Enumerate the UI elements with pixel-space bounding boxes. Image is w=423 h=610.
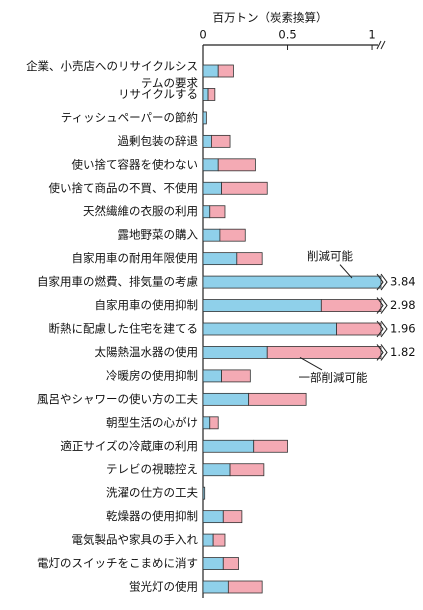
legend-label: 一部削減可能 [299,370,368,384]
bar [219,228,246,242]
bar [202,533,214,547]
bar [212,533,226,547]
bar [227,580,263,594]
bar [202,463,231,477]
bar [202,557,224,570]
bar [217,158,256,172]
bar [202,322,337,336]
bar [221,181,268,195]
bar [202,510,224,524]
leader-line [339,264,353,279]
bar [202,439,255,453]
total-label: 1.82 [390,345,416,359]
bar [202,486,206,500]
total-label: 1.96 [390,322,416,336]
bar [221,369,251,383]
bar [202,88,209,101]
bar [222,510,243,524]
bar [202,580,229,594]
bar [336,322,382,336]
bar-break [376,297,388,314]
y-tick-label: 電灯のスイッチをこまめに消す [37,556,198,570]
bar-break [376,344,388,361]
bar [248,392,307,406]
bar [202,228,221,242]
bar [229,463,265,477]
bar [222,557,239,570]
bar-break [376,320,388,338]
y-tick-label: 自家用車の燃費、排気量の考慮 [37,275,198,289]
y-tick-label: 冷暖房の使用抑制 [106,368,198,382]
bar [202,416,211,430]
y-tick-label: ティッシュペーパーの節約 [61,110,198,124]
y-tick-label: 自家用車の使用抑制 [95,298,199,312]
bar [253,439,288,453]
y-tick-label: 電気製品や家具の手入れ [72,533,199,547]
bar [207,88,216,101]
bar [202,369,222,383]
bar [209,416,219,430]
axis-title: 百万トン（炭素換算） [213,11,328,25]
y-tick-label: 適正サイズの冷蔵庫の利用 [60,439,198,453]
legend-label: 削減可能 [307,249,353,263]
y-tick-label: 洗濯の仕方の工夫 [106,486,198,500]
bar [202,158,219,172]
bar-break [376,273,388,291]
bar [217,64,234,78]
y-tick-label: 風呂やシャワーの使い方の工夫 [37,392,198,406]
x-tick-label: 0 [199,28,206,42]
bar [202,64,219,78]
leader-line [299,357,323,371]
bar [202,392,250,406]
total-label: 2.98 [390,298,416,312]
x-tick-label: 0.5 [278,28,296,42]
bar [202,134,212,148]
y-tick-label: 過剰包装の辞退 [118,134,199,148]
bar [202,111,207,125]
bar [236,252,263,266]
bar [209,205,226,219]
bar [202,346,268,359]
y-tick-label: 乾燥器の使用抑制 [106,509,198,523]
y-tick-label: 使い捨て商品の不買、不使用 [49,181,199,195]
bar [202,205,211,219]
axis-break [376,40,386,50]
y-tick-label: リサイクルする [118,87,198,101]
y-tick-label: 蛍光灯の使用 [129,580,198,594]
bar [202,275,382,289]
y-tick-label: 使い捨て容器を使わない [72,157,199,171]
y-tick-label: 企業、小売店へのリサイクルシステムの要求 [26,59,198,90]
bar [202,252,238,266]
bar [202,181,222,195]
y-tick-label: 断熱に配慮した住宅を建てる [49,322,199,336]
y-tick-label: 自家用車の耐用年限使用 [72,251,199,265]
x-tick-label: 1 [368,28,375,42]
bar [320,299,382,312]
y-tick-label: 太陽熱温水器の使用 [95,345,199,359]
total-label: 3.84 [390,275,416,289]
y-tick-label: 天然繊維の衣服の利用 [83,204,198,218]
bar [266,346,382,359]
bar [202,299,322,312]
y-tick-label: 朝型生活の心がけ [106,415,198,429]
bar [211,134,231,148]
y-tick-label: 露地野菜の購入 [118,228,199,242]
y-tick-label: テレビの視聴控え [106,462,198,476]
